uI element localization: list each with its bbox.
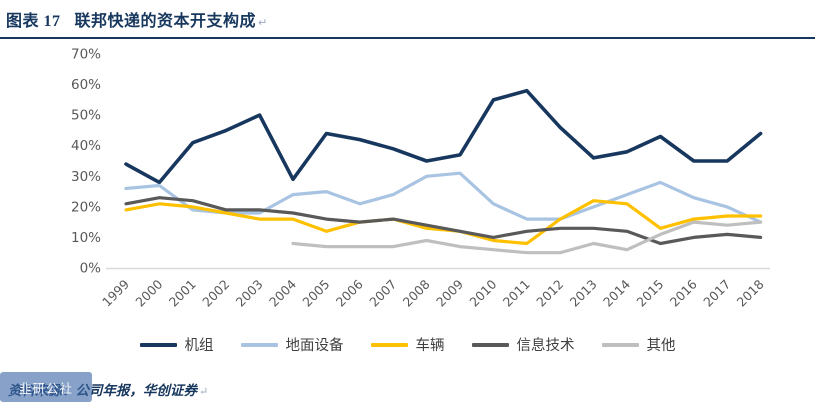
x-tick-label: 1999	[99, 276, 132, 309]
y-tick-label: 20%	[71, 199, 101, 215]
series-line-ground-equipment	[124, 171, 763, 224]
series-line-it	[124, 196, 763, 246]
x-tick-label: 2009	[433, 276, 466, 309]
x-tick-label: 2018	[734, 276, 767, 309]
legend-swatch-ground-equipment	[240, 342, 278, 347]
legend-label-ground-equipment: 地面设备	[285, 338, 344, 354]
x-tick-label: 2001	[166, 277, 199, 310]
legend-label-other: 其他	[646, 338, 676, 354]
legend-item-other: 其他	[601, 334, 676, 355]
legend-swatch-aircraft	[139, 342, 177, 347]
legend-item-it: 信息技术	[471, 334, 575, 355]
x-tick-label: 2003	[233, 277, 266, 310]
legend-item-vehicles: 车辆	[370, 334, 445, 355]
legend-item-ground-equipment: 地面设备	[240, 334, 344, 355]
x-tick-label: 2012	[533, 277, 566, 310]
y-tick-label: 30%	[71, 169, 101, 185]
chart-header: 图表 17 联邦快递的资本开支构成 ↵	[0, 0, 815, 39]
x-tick-label: 2011	[500, 277, 533, 310]
paragraph-mark-icon: ↵	[258, 16, 268, 29]
x-tick-label: 2016	[667, 276, 700, 309]
y-tick-label: 40%	[71, 138, 101, 154]
chart-number-label: 图表 17	[6, 13, 61, 30]
legend-label-aircraft: 机组	[184, 338, 214, 354]
x-tick-label: 2015	[633, 277, 666, 310]
x-tick-label: 2013	[567, 277, 600, 310]
x-tick-label: 2010	[466, 276, 499, 309]
legend-swatch-other	[601, 342, 639, 347]
x-tick-label: 2000	[132, 276, 165, 309]
paragraph-mark-icon: ↵	[199, 386, 209, 398]
watermark-text: 韭研公社	[18, 380, 73, 396]
x-tick-label: 2002	[199, 277, 232, 310]
x-tick-label: 2004	[266, 276, 299, 309]
watermark-badge: 韭研公社	[0, 372, 92, 402]
series-line-aircraft	[124, 88, 763, 185]
y-tick-label: 60%	[71, 77, 101, 93]
capex-line-chart: 0%10%20%30%40%50%60%70%1999 2000 2001 2002 2…	[71, 47, 770, 310]
legend-item-aircraft: 机组	[139, 334, 214, 355]
series-line-other	[291, 220, 763, 255]
legend-swatch-it	[471, 342, 509, 347]
y-tick-label: 0%	[80, 261, 102, 277]
y-tick-label: 50%	[71, 108, 101, 124]
x-tick-label: 2007	[366, 277, 399, 310]
x-tick-label: 2017	[700, 277, 733, 310]
y-tick-label: 10%	[71, 230, 101, 246]
legend: 机组 地面设备 车辆 信息技术 其他	[0, 334, 815, 355]
x-tick-label: 2006	[333, 276, 366, 309]
legend-label-vehicles: 车辆	[415, 338, 445, 354]
x-tick-label: 2005	[299, 277, 332, 310]
legend-label-it: 信息技术	[516, 338, 575, 354]
x-tick-label: 2014	[600, 276, 633, 309]
x-tick-label: 2008	[400, 276, 433, 309]
page-title: 联邦快递的资本开支构成	[74, 13, 257, 30]
y-tick-label: 70%	[71, 47, 101, 63]
legend-swatch-vehicles	[370, 342, 408, 347]
